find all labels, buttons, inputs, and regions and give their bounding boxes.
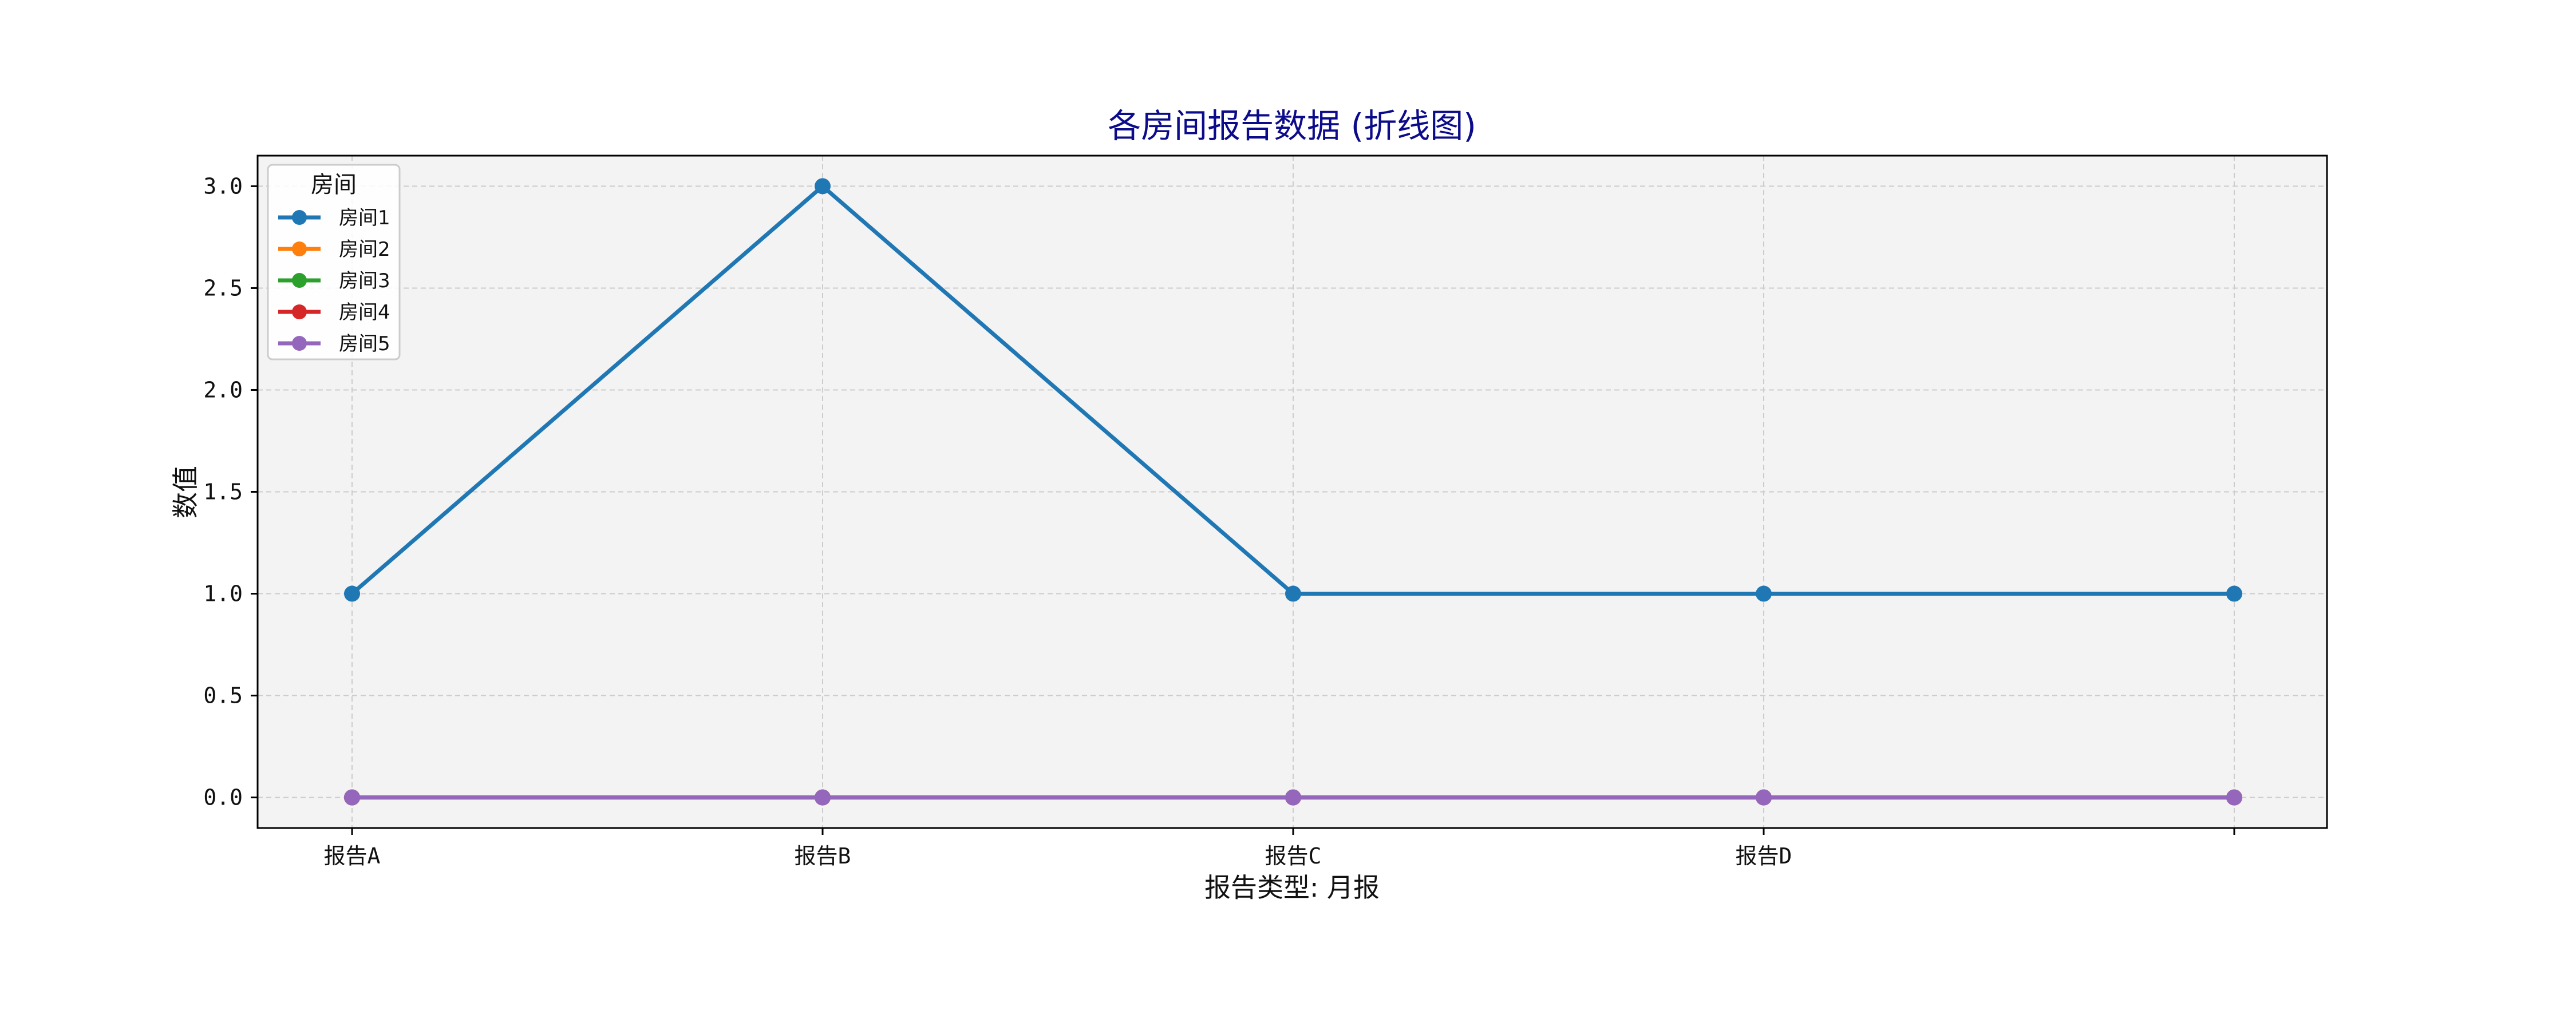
y-tick-label: 2.0 — [203, 377, 243, 402]
legend-marker — [292, 336, 307, 351]
legend-title: 房间 — [311, 172, 357, 198]
y-tick-label: 1.0 — [203, 581, 243, 607]
legend-marker — [292, 304, 307, 319]
legend: 房间 房间1 房间2 房间3 房间4 房间5 — [267, 164, 401, 360]
legend-label: 房间5 — [339, 332, 390, 355]
y-axis-ticks: 0.0 0.5 1.0 1.5 2.0 2.5 3.0 — [203, 173, 258, 810]
series-layer — [344, 178, 2242, 806]
legend-marker — [292, 210, 307, 225]
x-axis-label: 报告类型: 月报 — [1204, 872, 1380, 903]
legend-label: 房间4 — [339, 301, 390, 324]
legend-item: 房间4 — [278, 301, 390, 324]
data-point — [344, 585, 360, 602]
y-tick-label: 2.5 — [203, 275, 243, 300]
legend-items: 房间1 房间2 房间3 房间4 房间5 — [278, 207, 390, 355]
data-point — [2226, 789, 2242, 806]
x-tick-label: 报告D — [1736, 843, 1792, 869]
legend-item: 房间3 — [278, 270, 390, 292]
data-point — [1285, 789, 1301, 806]
data-point — [1285, 585, 1301, 602]
legend-label: 房间2 — [339, 238, 390, 261]
x-axis-ticks: 报告A 报告B 报告C 报告D — [324, 828, 2235, 869]
y-tick-label: 1.5 — [203, 480, 243, 505]
chart-title: 各房间报告数据 (折线图) — [1108, 106, 1476, 145]
y-tick-label: 0.5 — [203, 683, 243, 708]
y-tick-label: 3.0 — [203, 173, 243, 199]
series-5 — [344, 789, 2242, 806]
data-point — [2226, 585, 2242, 602]
legend-label: 房间3 — [339, 270, 390, 292]
data-point — [344, 789, 360, 806]
x-tick-label: 报告C — [1265, 843, 1322, 869]
y-axis-label: 数值 — [170, 466, 201, 518]
x-tick-label: 报告B — [795, 843, 851, 869]
x-tick-label: 报告A — [324, 843, 381, 869]
legend-label: 房间1 — [339, 207, 390, 229]
legend-item: 房间5 — [278, 332, 390, 355]
data-point — [815, 789, 831, 806]
data-point — [815, 178, 831, 195]
legend-item: 房间2 — [278, 238, 390, 261]
y-tick-label: 0.0 — [203, 785, 243, 810]
legend-marker — [292, 241, 307, 256]
legend-item: 房间1 — [278, 207, 390, 229]
data-point — [1756, 789, 1772, 806]
data-point — [1756, 585, 1772, 602]
legend-marker — [292, 273, 307, 288]
series-1 — [344, 178, 2242, 602]
